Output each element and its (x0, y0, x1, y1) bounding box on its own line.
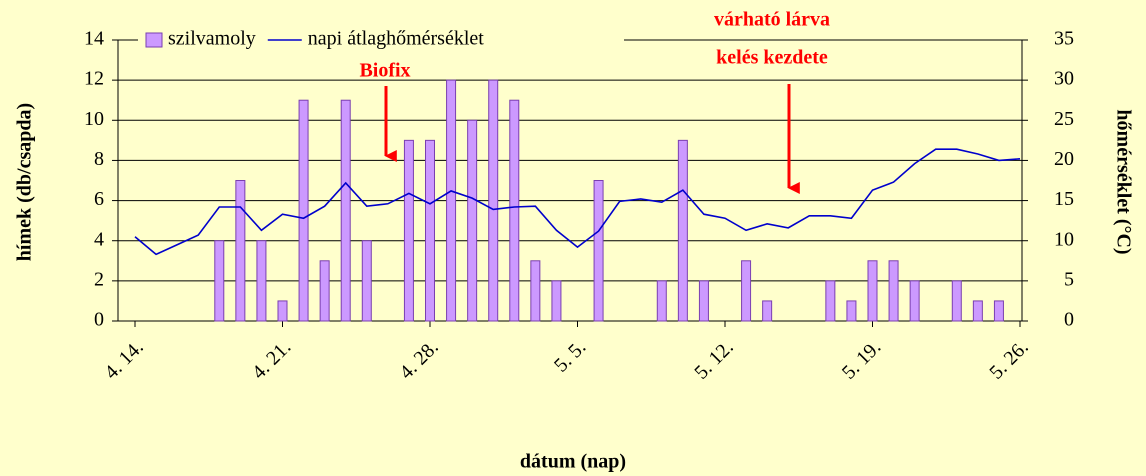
y-tick-label: 4 (94, 228, 104, 250)
x-tick-label: 5. 5. (550, 336, 590, 376)
bar (741, 260, 752, 322)
bar (467, 119, 478, 322)
bar (256, 240, 267, 322)
y2-tick-label: 10 (1054, 228, 1074, 250)
plot-area: 0 2 4 6 8 10 12 14 0 5 10 15 20 25 30 35 4. 14. 4. 21. 4. … (84, 28, 1074, 384)
y2-tick-label: 0 (1064, 309, 1074, 331)
x-tick-label: 4. 14. (100, 336, 147, 383)
bar (972, 300, 983, 322)
bar (235, 180, 246, 322)
y2-tick-label: 5 (1064, 268, 1074, 290)
y-tick-label: 0 (94, 309, 104, 331)
legend-box (138, 28, 624, 52)
x-tick-label: 4. 28. (395, 336, 442, 383)
bar (509, 99, 520, 322)
bar (593, 180, 604, 322)
bar (340, 99, 351, 322)
legend-label: napi átlaghőmérséklet (308, 28, 484, 50)
legend-swatch (145, 32, 163, 48)
annotation: kelés kezdete (716, 47, 828, 69)
bar (446, 79, 457, 322)
bar (698, 280, 709, 322)
bar (530, 260, 541, 322)
bar (888, 260, 899, 322)
bar (825, 280, 836, 322)
x-tick-label: 5. 12. (690, 336, 737, 383)
annotation: várható lárva (714, 9, 830, 31)
bar (403, 139, 414, 322)
bar (425, 139, 435, 322)
y-tick-label: 6 (94, 188, 104, 210)
y2-tick-label: 20 (1054, 148, 1074, 170)
bar (361, 240, 372, 322)
bar (277, 300, 288, 322)
bar (214, 240, 225, 322)
y2-tick-label: 25 (1054, 108, 1074, 130)
bar (846, 300, 857, 322)
bar (319, 260, 330, 322)
bar (298, 99, 309, 322)
y2-tick-label: 30 (1054, 68, 1074, 90)
y-tick-label: 8 (94, 148, 104, 170)
bar (762, 300, 773, 322)
y2-tick-label: 35 (1054, 28, 1074, 50)
y-tick-label: 14 (84, 28, 104, 50)
y-tick-label: 12 (84, 68, 104, 90)
line (134, 148, 1021, 256)
y2-axis-title: hőmérséklet (°C) (1112, 109, 1134, 254)
legend-label: szilvamoly (168, 28, 256, 50)
bar (551, 280, 562, 322)
bar (677, 139, 688, 322)
annotation: Biofix (359, 60, 410, 82)
y-tick-label: 2 (94, 268, 104, 290)
y-tick-label: 10 (84, 108, 104, 130)
bar (867, 260, 878, 322)
x-tick-label: 5. 26. (985, 336, 1032, 383)
bar (656, 280, 667, 322)
bar (951, 280, 962, 322)
bar (909, 280, 920, 322)
y-axis-title: hímek (db/csapda) (14, 103, 36, 261)
bar (993, 300, 1004, 322)
x-tick-label: 4. 21. (248, 336, 295, 383)
x-axis-title: dátum (nap) (520, 451, 626, 473)
y2-tick-label: 15 (1054, 188, 1074, 210)
bar (488, 79, 499, 322)
x-tick-label: 5. 19. (838, 336, 885, 383)
